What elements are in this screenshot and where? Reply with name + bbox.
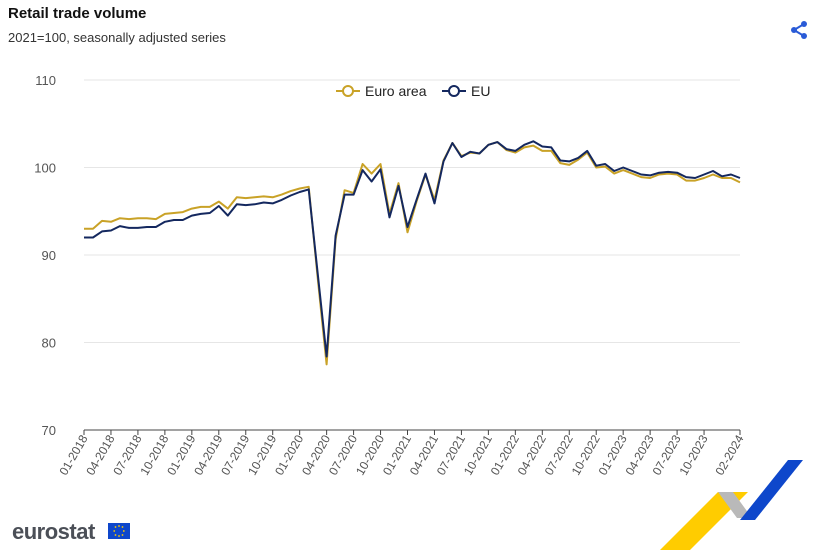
x-axis-ticks: 01-201804-201807-201810-201801-201904-20… — [56, 430, 747, 478]
series-line-eu[interactable] — [84, 140, 741, 358]
eurostat-logo: eurostat — [12, 519, 95, 544]
y-tick-label: 100 — [34, 161, 56, 176]
legend-item-euro-area[interactable]: Euro area — [336, 83, 427, 99]
legend-label-euro-area: Euro area — [365, 83, 427, 99]
y-axis-ticks: 70 80 90 100 110 — [34, 73, 56, 438]
y-tick-label: 70 — [42, 423, 56, 438]
series-lines — [84, 140, 741, 366]
x-tick-label: 02-2024 — [712, 432, 746, 477]
eu-flag-icon — [108, 523, 130, 539]
y-tick-label: 80 — [42, 336, 56, 351]
legend-label-eu: EU — [471, 83, 490, 99]
legend-item-eu[interactable]: EU — [442, 83, 490, 99]
series-line-euro-area[interactable] — [84, 141, 741, 366]
y-tick-label: 90 — [42, 248, 56, 263]
chart-title: Retail trade volume — [8, 5, 147, 22]
legend[interactable]: Euro area EU — [336, 83, 490, 99]
eurostat-ribbon — [660, 460, 803, 550]
y-tick-label: 110 — [35, 73, 56, 88]
grid-lines — [84, 79, 740, 431]
share-icon[interactable] — [789, 20, 809, 40]
chart-subtitle: 2021=100, seasonally adjusted series — [8, 30, 226, 45]
